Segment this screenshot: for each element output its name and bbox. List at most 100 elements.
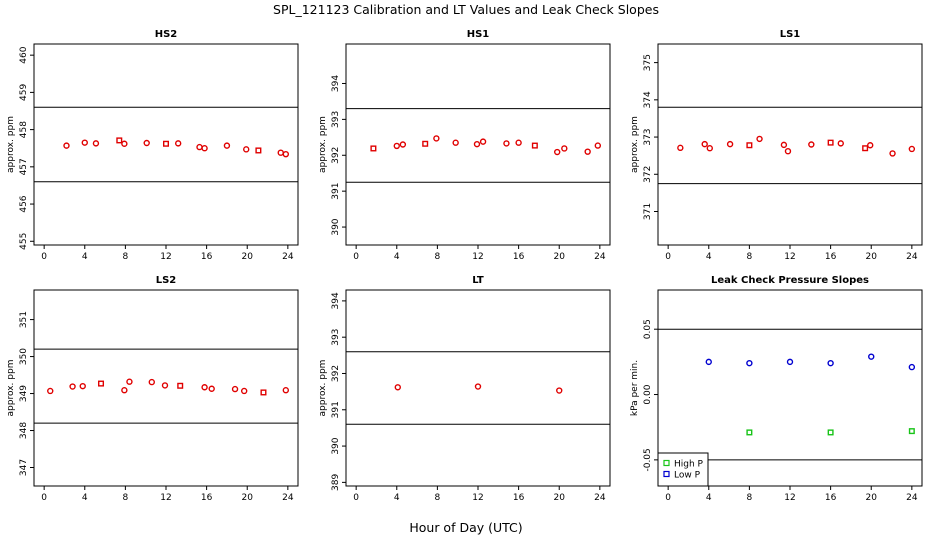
data-point (746, 359, 753, 367)
data-point (827, 429, 834, 436)
y-tick-label: 348 (19, 422, 29, 439)
x-tick-label: 8 (123, 493, 129, 503)
data-point (726, 140, 734, 148)
data-point (827, 359, 834, 367)
data-point (433, 135, 440, 142)
data-point (121, 140, 128, 147)
data-point (201, 384, 208, 391)
panel-title: HS2 (155, 29, 178, 40)
data-point (784, 147, 792, 155)
data-point (515, 139, 522, 146)
x-tick-label: 20 (242, 493, 254, 503)
data-point (148, 378, 155, 386)
x-tick-label: 12 (472, 252, 483, 262)
x-tick-label: 0 (41, 252, 47, 262)
data-point (81, 139, 88, 146)
data-point (868, 353, 875, 360)
x-tick-label: 20 (242, 252, 254, 262)
data-point (143, 139, 150, 147)
y-tick-label: 390 (331, 218, 341, 235)
plot-frame (33, 43, 299, 246)
data-point (701, 140, 708, 148)
y-tick-label: 372 (643, 166, 653, 183)
x-tick-label: 24 (594, 493, 606, 503)
x-tick-label: 0 (665, 252, 671, 262)
y-tick-label: -0.05 (643, 448, 653, 471)
x-tick-label: 8 (435, 493, 441, 503)
x-tick-label: 24 (282, 493, 294, 503)
legend-label: High P (674, 460, 704, 470)
y-tick-label: 393 (331, 111, 341, 128)
data-point (161, 382, 169, 389)
data-point (780, 141, 788, 149)
x-tick-label: 4 (394, 493, 400, 503)
panel-hs2: HS2 0 4 8 12 16 20 24 455 456 457 458 459 460 approx. … (6, 29, 299, 262)
figure-x-axis-label: Hour of Day (UTC) (409, 520, 522, 535)
y-tick-label: 456 (19, 195, 29, 212)
panel-title: LT (472, 275, 484, 286)
y-tick-label: 394 (331, 75, 341, 92)
data-point (243, 146, 250, 153)
y-tick-label: 373 (643, 128, 653, 145)
data-point (827, 139, 834, 146)
x-tick-label: 0 (41, 493, 47, 503)
data-point (808, 141, 815, 148)
data-point (177, 382, 184, 389)
data-point (240, 387, 248, 395)
y-axis-label: approx. ppm (318, 360, 328, 417)
data-point (422, 140, 429, 147)
y-tick-label: 0.00 (643, 384, 653, 404)
data-point (677, 144, 684, 152)
x-tick-label: 16 (201, 252, 213, 262)
data-point (260, 389, 267, 396)
data-point (584, 148, 591, 155)
y-tick-label: 374 (643, 91, 653, 108)
y-tick-label: 390 (331, 437, 341, 454)
x-tick-label: 16 (825, 493, 837, 503)
x-tick-label: 4 (706, 493, 712, 503)
data-point (79, 382, 86, 390)
x-tick-label: 0 (665, 493, 671, 503)
data-point (561, 145, 568, 152)
x-tick-label: 8 (123, 252, 129, 262)
data-point (116, 137, 123, 144)
data-point (162, 140, 169, 147)
y-tick-label: 394 (331, 292, 341, 309)
x-tick-label: 16 (513, 493, 525, 503)
data-point (399, 141, 407, 148)
x-tick-label: 16 (201, 493, 213, 503)
x-tick-label: 24 (906, 252, 918, 262)
panel-title: Leak Check Pressure Slopes (711, 275, 869, 286)
legend-marker (663, 459, 670, 467)
x-tick-label: 24 (594, 252, 606, 262)
y-tick-label: 460 (19, 46, 29, 63)
y-tick-label: 349 (19, 385, 29, 402)
y-tick-label: 392 (331, 365, 341, 382)
data-point (908, 428, 915, 435)
x-tick-label: 24 (906, 493, 918, 503)
data-point (255, 147, 262, 154)
data-point (862, 145, 869, 152)
data-point (196, 143, 203, 151)
data-point (479, 138, 487, 145)
data-point (63, 142, 70, 149)
y-axis-label: approx. ppm (318, 116, 328, 173)
x-tick-label: 12 (784, 252, 795, 262)
data-point (121, 387, 128, 394)
data-point (98, 380, 105, 387)
data-point (69, 383, 76, 390)
panel-hs1: HS1 0 4 8 12 16 20 24 390 391 392 393 394 approx. ppm (318, 29, 611, 262)
data-point (474, 383, 482, 390)
data-point (282, 387, 290, 394)
data-point (837, 140, 844, 147)
legend-label: Low P (674, 471, 701, 481)
y-tick-label: 375 (643, 54, 653, 71)
x-tick-label: 20 (554, 493, 566, 503)
panels: HS2 0 4 8 12 16 20 24 455 456 457 458 459 460 approx. … (6, 29, 923, 503)
data-point (756, 135, 763, 143)
figure-title: SPL_121123 Calibration and LT Values and… (273, 2, 659, 17)
y-tick-label: 391 (331, 401, 341, 418)
y-axis-label: approx. ppm (630, 116, 640, 173)
panel-lt: LT 0 4 8 12 16 20 24 389 390 391 392 393 394 approx. p… (318, 275, 611, 503)
x-tick-label: 24 (282, 252, 294, 262)
